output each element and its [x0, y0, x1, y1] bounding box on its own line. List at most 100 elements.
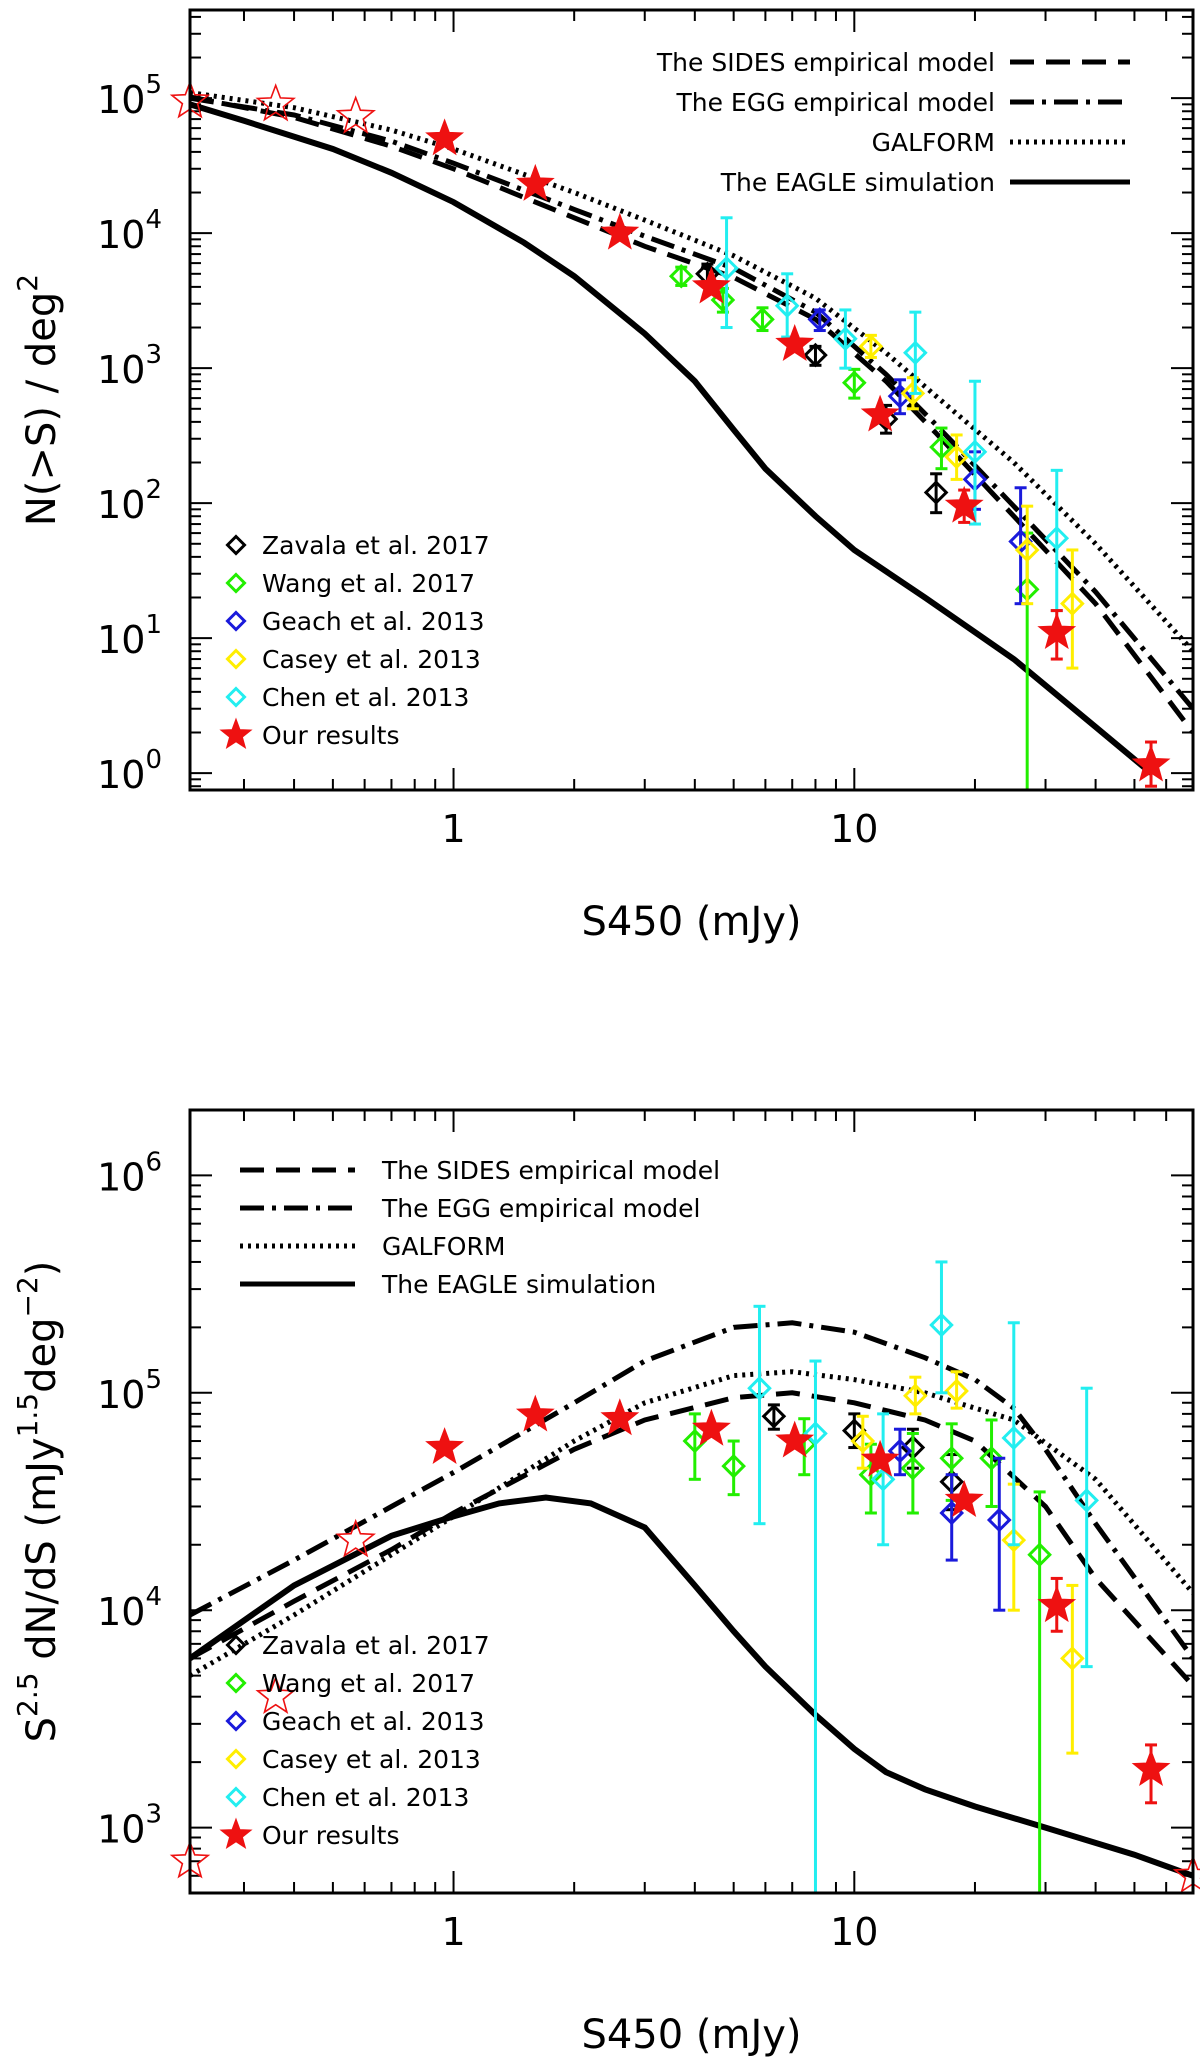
y-axis-label: S2.5 dN/dS (mJy1.5deg−2) [11, 1261, 65, 1743]
series-2 [807, 307, 1033, 606]
legend-label: The EGG empirical model [675, 88, 995, 117]
star-marker [600, 212, 640, 250]
diamond-marker [803, 1421, 828, 1446]
star-marker [515, 1394, 555, 1432]
diamond-marker [903, 1383, 928, 1409]
diamond-marker [668, 263, 694, 289]
star-marker [335, 1518, 376, 1558]
legend-marker [225, 534, 247, 556]
y-tick-label: 100 [97, 745, 162, 797]
y-label-rest: dN/dS (mJy [19, 1437, 65, 1672]
star-marker [944, 1479, 984, 1517]
y-tick-exponent: 3 [145, 1800, 162, 1830]
star-marker [425, 1427, 465, 1465]
diamond-marker [750, 307, 775, 332]
legend-label: Chen et al. 2013 [262, 1783, 469, 1812]
legend-label: Chen et al. 2013 [262, 683, 469, 712]
y-axis-label: N(>S) / deg2 [11, 274, 65, 526]
star-marker [944, 485, 984, 523]
diamond-marker [1060, 591, 1085, 617]
x-axis-label: S450 (mJy) [581, 899, 801, 945]
series-5 [169, 1394, 1200, 1894]
series-3 [858, 333, 1085, 670]
diamond-marker [774, 293, 800, 319]
model-curve-solid [190, 101, 1153, 776]
diamond-marker [1074, 1488, 1099, 1513]
y-tick-label: 105 [97, 70, 162, 122]
legend-label: Wang et al. 2017 [262, 569, 475, 598]
diamond-marker [1001, 1425, 1027, 1451]
diamond-marker [1044, 525, 1070, 551]
data-legend: Zavala et al. 2017 Wang et al. 2017 Geach … [219, 531, 490, 750]
legend-marker [225, 572, 247, 594]
diamond-marker [900, 381, 926, 406]
star-marker [691, 266, 731, 304]
model-legend: The SIDES empirical model The EGG empiric… [656, 48, 1130, 197]
diamond-marker [803, 342, 828, 368]
y-tick-label: 104 [97, 205, 162, 257]
legend-marker [219, 1817, 253, 1850]
y-tick-base: 10 [97, 1808, 145, 1852]
y-tick-exponent: 5 [145, 1365, 162, 1395]
diamond-marker [1001, 1527, 1027, 1553]
star-marker [255, 83, 296, 122]
star-marker [1037, 1585, 1077, 1623]
diamond-marker [962, 439, 988, 465]
y-tick-base: 10 [97, 348, 145, 392]
diamond-marker [841, 370, 867, 396]
y-tick-label: 103 [97, 1800, 162, 1852]
diamond-marker [721, 1453, 746, 1479]
star-marker [860, 1439, 900, 1477]
legend-label: The EGG empirical model [381, 1194, 701, 1223]
diamond-marker [944, 1378, 969, 1404]
model-curve-dashdot [190, 1320, 1193, 1660]
series-4 [747, 1260, 1099, 1893]
y-tick-exponent: 5 [145, 70, 162, 100]
series-2 [887, 1427, 1012, 1612]
star-marker [1037, 612, 1077, 650]
diamond-marker [858, 334, 884, 359]
y-tick-label: 103 [97, 340, 162, 392]
y-tick-exponent: 3 [145, 340, 162, 370]
diamond-marker [900, 1455, 926, 1481]
y-tick-exponent: 0 [145, 745, 162, 775]
star-marker [1131, 744, 1171, 782]
legend-marker [225, 648, 247, 670]
y-tick-base: 10 [97, 1373, 145, 1417]
diamond-marker [887, 383, 913, 409]
legend-label: The SIDES empirical model [656, 48, 995, 77]
y-tick-label: 106 [97, 1147, 162, 1199]
star-marker [691, 1408, 731, 1446]
diamond-marker [939, 1445, 965, 1471]
data-points [169, 79, 1171, 790]
legend-label: Casey et al. 2013 [262, 645, 481, 674]
model-legend: The SIDES empirical model The EGG empiric… [240, 1156, 720, 1299]
diamond-marker [1027, 1542, 1052, 1568]
diamond-marker [979, 1445, 1004, 1471]
series-5 [169, 79, 1171, 788]
star-marker [775, 323, 815, 361]
legend-label: Geach et al. 2013 [262, 607, 485, 636]
diamond-marker [833, 326, 858, 352]
legend-label: GALFORM [382, 1232, 505, 1261]
y-label-main: N(>S) / deg [19, 292, 65, 526]
y-tick-label: 104 [97, 1582, 162, 1634]
y-tick-exponent: 4 [145, 205, 162, 235]
y-tick-base: 10 [97, 618, 145, 662]
model-curve-dashdot [190, 95, 1193, 711]
y-tick-exponent: 2 [145, 475, 162, 505]
y-tick-base: 10 [97, 753, 145, 797]
diamond-marker [923, 480, 949, 505]
model-curve-dotted [190, 1369, 1193, 1678]
diamond-marker [903, 340, 928, 366]
series-1 [682, 1412, 1052, 1893]
data-points [169, 1260, 1200, 1894]
model-curve-dotted [190, 90, 1193, 653]
legend-label: The SIDES empirical model [381, 1156, 720, 1185]
diamond-marker [870, 1466, 896, 1492]
star-marker [255, 1675, 296, 1714]
star-marker [335, 95, 376, 134]
